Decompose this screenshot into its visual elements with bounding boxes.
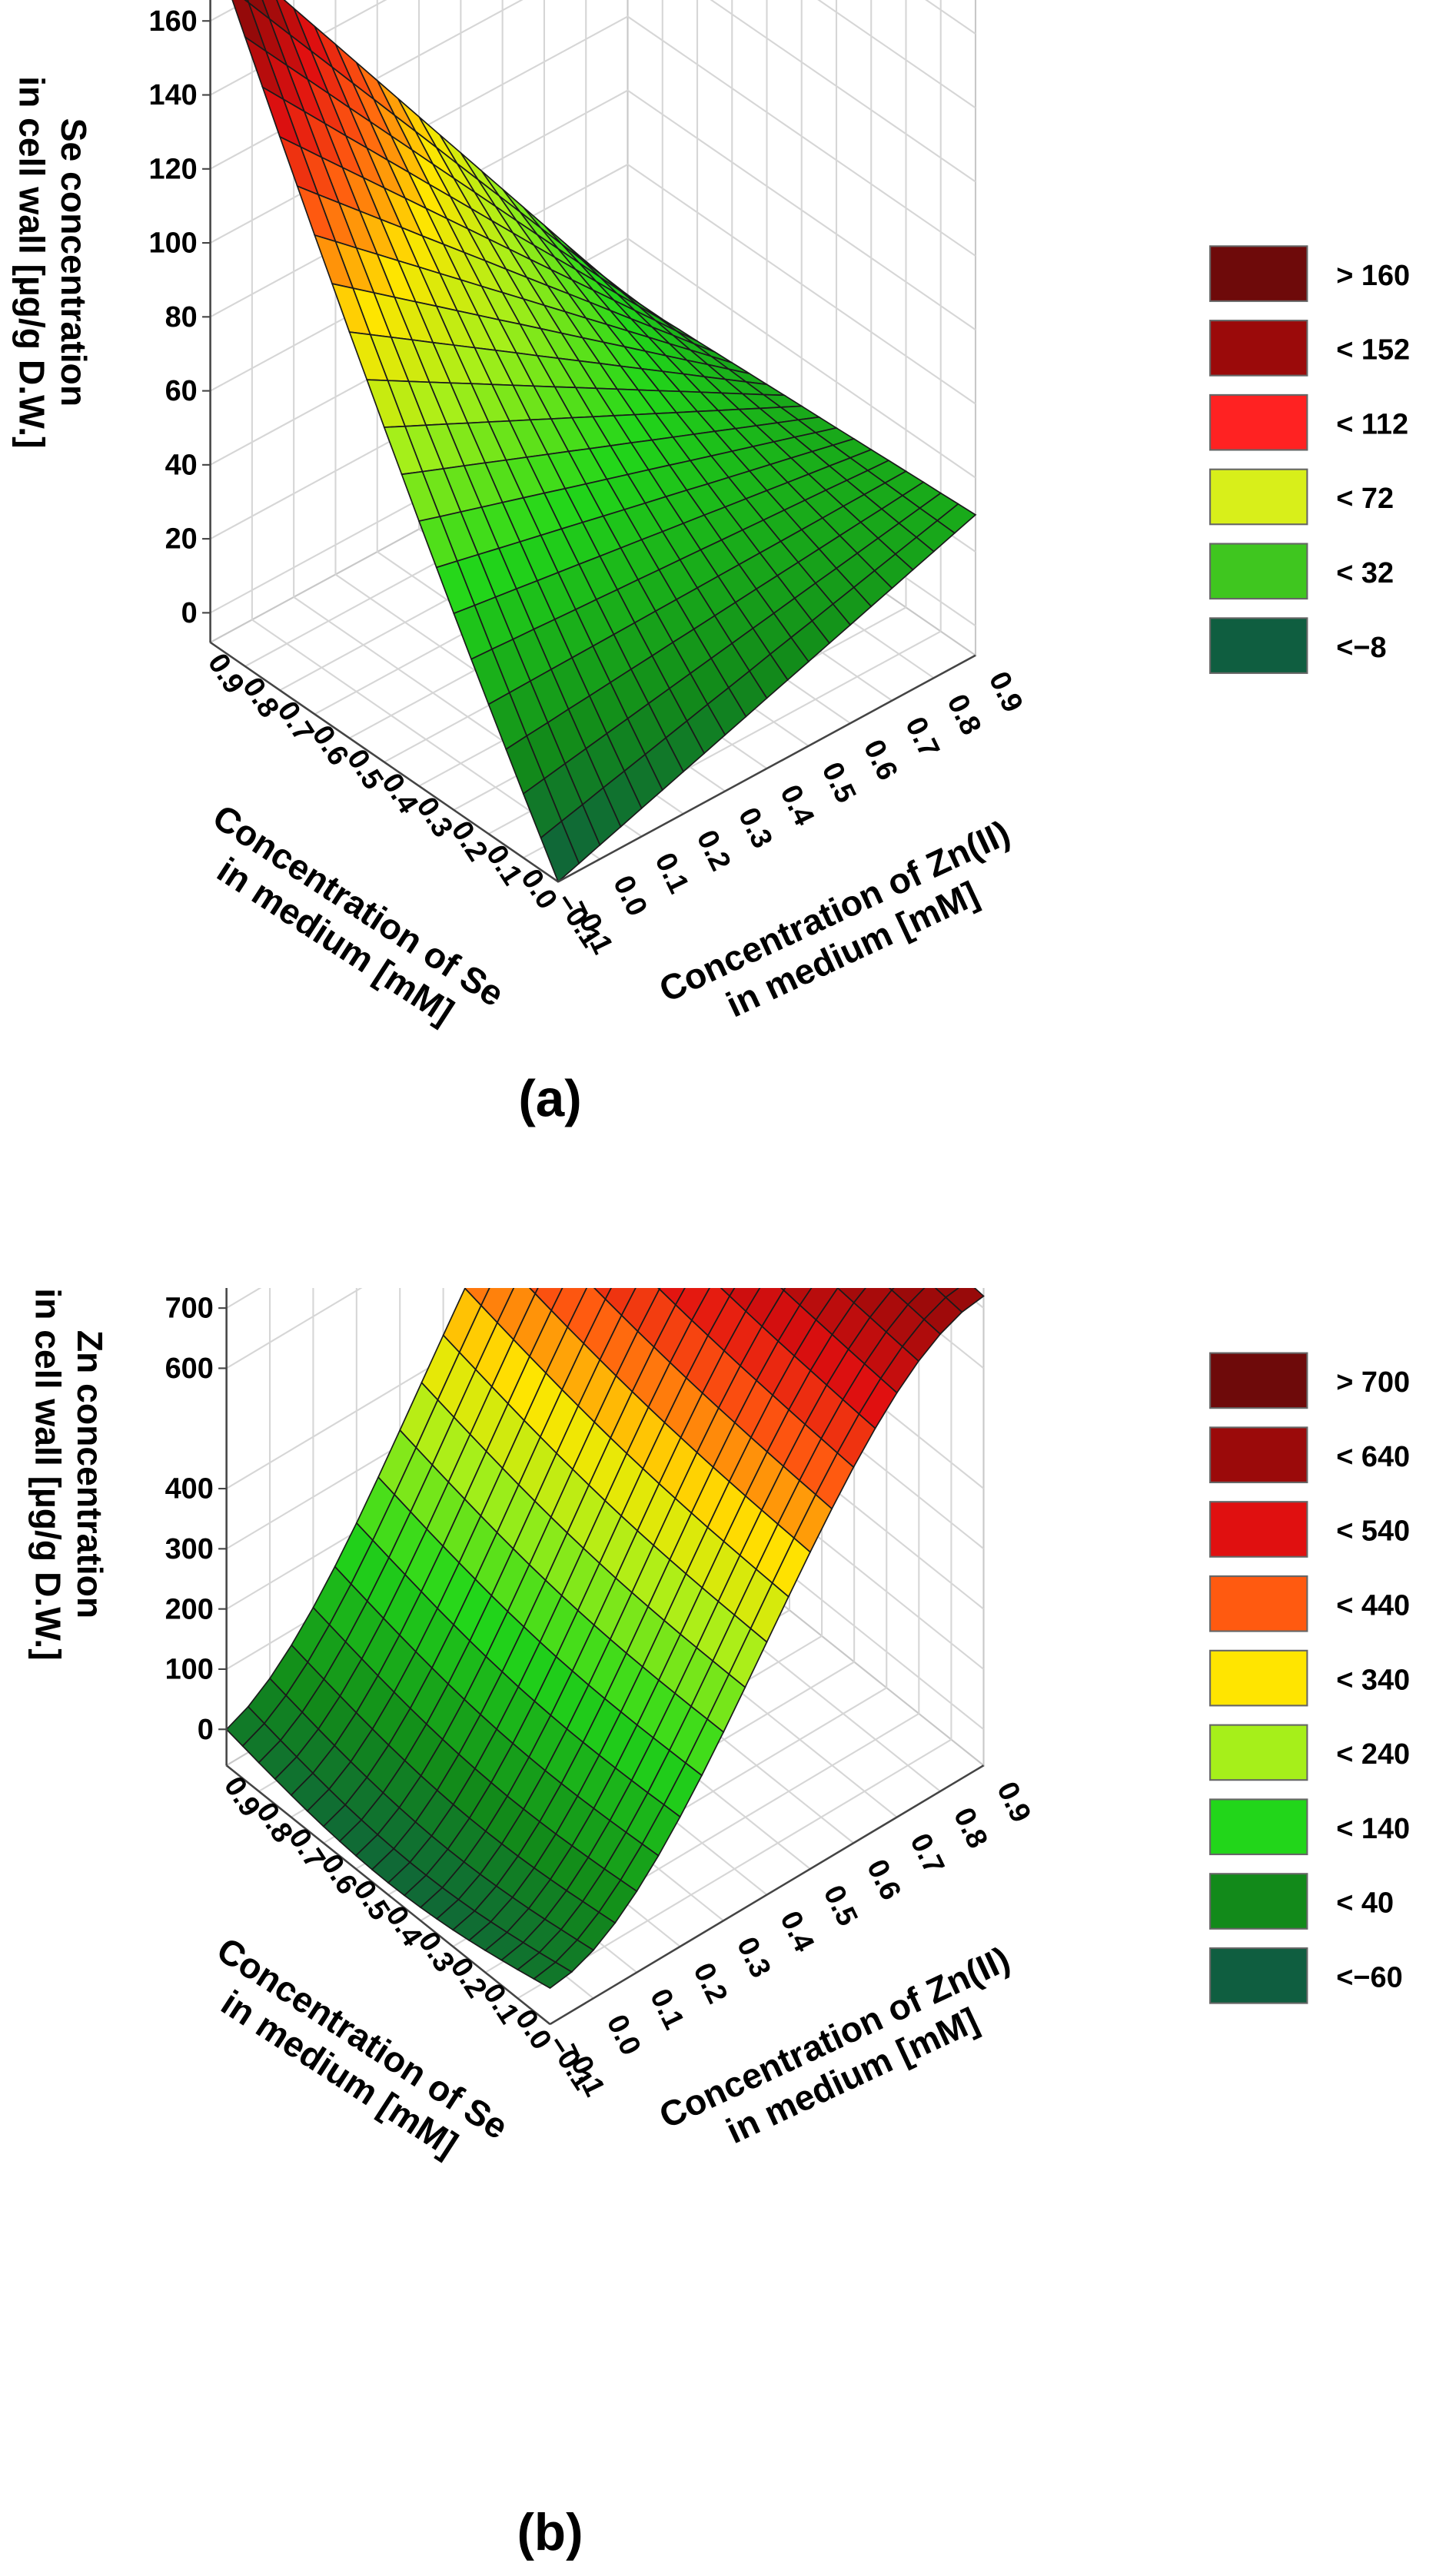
z-axis-title-line: in cell wall [µg/g D.W.] xyxy=(12,76,52,448)
z-tick-label: 20 xyxy=(165,523,198,556)
z-tick-label: 100 xyxy=(165,1654,214,1686)
legend-swatch xyxy=(1209,617,1308,674)
z-tick-label: 160 xyxy=(149,5,198,38)
legend-swatch xyxy=(1209,1426,1308,1484)
legend-swatch xyxy=(1209,1798,1308,1856)
legend-label: > 700 xyxy=(1336,1366,1410,1399)
z-tick-label: 0 xyxy=(181,597,198,629)
zn-tick-label: 0.5 xyxy=(816,758,863,808)
zn-tick-label: 0.6 xyxy=(857,735,904,785)
gridline xyxy=(210,0,976,109)
zn-tick-label: 0.4 xyxy=(773,780,820,831)
legend-label: < 112 xyxy=(1336,408,1408,440)
panel-label: (a) xyxy=(518,1070,581,1127)
zn-axis-line xyxy=(549,1764,985,2026)
legend-swatch xyxy=(1209,1575,1308,1632)
legend-swatch xyxy=(1209,1649,1308,1707)
zn-tick-label: 0.1 xyxy=(643,1984,690,2035)
z-tick-label: 400 xyxy=(165,1473,214,1505)
legend-swatch xyxy=(1209,1947,1308,2004)
legend-swatch xyxy=(1209,245,1308,302)
zn-tick-label: 0.3 xyxy=(730,1932,777,1983)
z-tick-label: 80 xyxy=(165,301,198,334)
zn-tick-label: 0.8 xyxy=(940,689,987,740)
z-tick-label: 0 xyxy=(198,1714,214,1746)
legend-swatch xyxy=(1209,1501,1308,1558)
surface-cell xyxy=(532,1961,573,1990)
z-tick-label: 120 xyxy=(149,153,198,185)
zn-tick-label: 0.4 xyxy=(773,1907,820,1957)
zn-tick-label: 0.0 xyxy=(600,2010,647,2060)
z-axis-title-line: Zn concentration xyxy=(70,1330,110,1618)
legend-swatch xyxy=(1209,468,1308,526)
legend-label: < 72 xyxy=(1336,483,1394,515)
z-axis-title-line: Se concentration xyxy=(54,118,94,407)
panel-label: (b) xyxy=(517,2504,583,2561)
z-axis-title: Se concentrationin cell wall [µg/g D.W.] xyxy=(12,76,94,448)
legend-label: < 540 xyxy=(1336,1515,1410,1548)
zn-tick-label: 0.0 xyxy=(607,871,653,921)
legend-label: < 32 xyxy=(1336,557,1394,589)
legend-label: <−60 xyxy=(1336,1962,1402,1994)
legend-label: < 640 xyxy=(1336,1441,1410,1473)
legend-swatch xyxy=(1209,1352,1308,1409)
legend-label: <−8 xyxy=(1336,632,1386,664)
legend-label: < 240 xyxy=(1336,1738,1410,1771)
zn-tick-label: 0.7 xyxy=(899,712,946,763)
legend-label: < 440 xyxy=(1336,1590,1410,1622)
surface-chart-b: 01002003004006007008000.90.80.70.60.50.4… xyxy=(28,1288,1410,2561)
z-tick-label: 140 xyxy=(149,79,198,111)
z-tick-label: 200 xyxy=(165,1593,214,1625)
z-axis-title-line: in cell wall [µg/g D.W.] xyxy=(28,1288,68,1660)
z-tick-label: 300 xyxy=(165,1533,214,1565)
zn-tick-label: 0.3 xyxy=(732,803,779,854)
se-axis-line xyxy=(225,1764,551,2025)
zn-tick-label: 0.8 xyxy=(947,1803,994,1854)
z-tick-label: 600 xyxy=(165,1353,214,1385)
legend-label: < 152 xyxy=(1336,334,1410,367)
surface-chart-a: 0204060801001201401601800.90.80.70.60.50… xyxy=(12,0,1410,1127)
z-axis-title: Zn concentrationin cell wall [µg/g D.W.] xyxy=(28,1288,110,1660)
z-tick-label: 100 xyxy=(149,227,198,260)
legend-label: < 340 xyxy=(1336,1664,1410,1696)
zn-tick-label: 0.2 xyxy=(690,825,737,876)
surface-cell xyxy=(720,1288,736,1297)
chart-panel-a: 0204060801001201401601800.90.80.70.60.50… xyxy=(12,0,1410,1127)
zn-tick-label: 0.9 xyxy=(982,667,1029,718)
zn-tick-label: 0.6 xyxy=(860,1854,907,1905)
chart-panel-b: 01002003004006007008000.90.80.70.60.50.4… xyxy=(0,1288,1456,2576)
legend-label: < 40 xyxy=(1336,1887,1394,1920)
legend-swatch xyxy=(1209,393,1308,451)
zn-tick-label: 0.9 xyxy=(990,1777,1037,1827)
zn-axis-line xyxy=(557,654,976,883)
legend-swatch xyxy=(1209,1724,1308,1781)
z-tick-label: 700 xyxy=(165,1293,214,1325)
legend-swatch xyxy=(1209,1873,1308,1930)
legend-label: > 160 xyxy=(1336,260,1410,292)
zn-tick-label: 0.2 xyxy=(686,1958,733,2009)
zn-tick-label: 0.5 xyxy=(817,1881,864,1931)
se-axis-line xyxy=(209,641,559,883)
zn-tick-label: 0.7 xyxy=(903,1829,950,1880)
legend-swatch xyxy=(1209,543,1308,600)
z-tick-label: 40 xyxy=(165,449,198,481)
gridline xyxy=(210,237,976,479)
z-tick-label: 60 xyxy=(165,375,198,407)
surface-cell xyxy=(540,820,580,883)
legend-label: < 140 xyxy=(1336,1813,1410,1845)
legend-swatch xyxy=(1209,320,1308,377)
surface-cell xyxy=(934,1288,960,1299)
zn-tick-label: 0.1 xyxy=(648,848,695,898)
